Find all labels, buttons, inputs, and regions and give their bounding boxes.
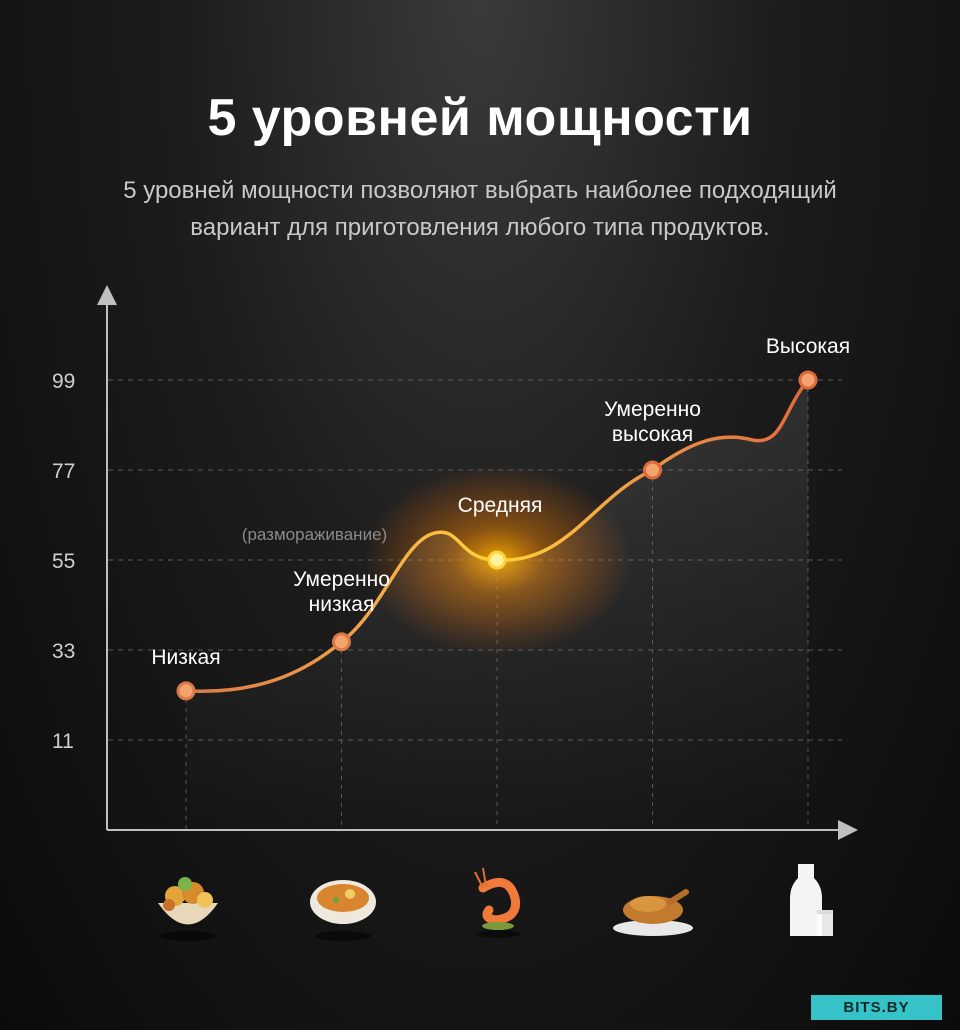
- soup-bowl-icon: [298, 858, 388, 948]
- subtitle-line-2: вариант для приготовления любого типа пр…: [190, 214, 770, 241]
- roast-chicken-icon: [608, 858, 698, 948]
- y-tick-label: 33: [52, 640, 75, 663]
- point-label: Умеренно: [604, 398, 701, 421]
- y-tick-label: 55: [52, 550, 75, 573]
- brand-badge: BITS.BY: [811, 995, 942, 1020]
- data-point: [487, 550, 507, 570]
- data-point: [176, 681, 196, 701]
- point-label: Умеренно: [293, 568, 390, 591]
- point-label: Низкая: [151, 646, 220, 669]
- point-label: высокая: [612, 423, 693, 446]
- page-title: 5 уровней мощности: [207, 89, 753, 147]
- area-under-curve: [186, 380, 808, 829]
- y-tick-label: 77: [52, 460, 75, 483]
- shrimp-icon: [453, 858, 543, 948]
- data-point: [332, 632, 351, 652]
- point-label: Высокая: [766, 335, 850, 358]
- y-tick-label: 11: [52, 730, 74, 753]
- data-point: [798, 370, 818, 390]
- vegetables-bowl-icon: [143, 858, 233, 948]
- data-point: [643, 460, 662, 480]
- subtitle-line-1: 5 уровней мощности позволяют выбрать наи…: [123, 177, 837, 204]
- point-label: низкая: [309, 593, 375, 616]
- y-tick-label: 99: [52, 370, 75, 393]
- point-label: Средняя: [458, 494, 543, 517]
- page-subtitle: 5 уровней мощности позволяют выбрать наи…: [60, 172, 900, 246]
- point-note: (размораживание): [242, 525, 387, 544]
- milk-bottle-icon: [763, 858, 853, 948]
